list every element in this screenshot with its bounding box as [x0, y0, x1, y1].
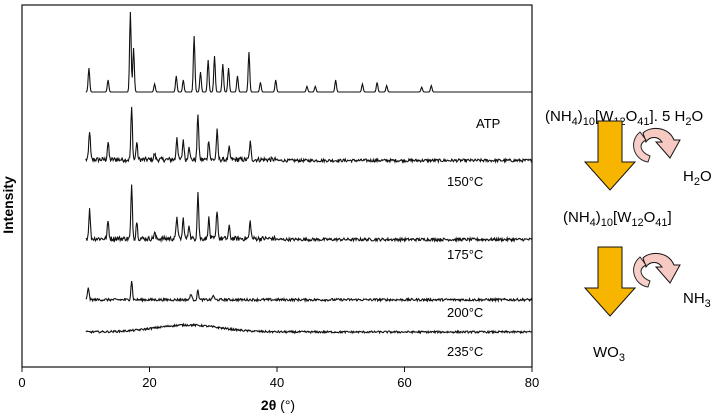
trace-label-5: 235°C — [447, 344, 483, 359]
x-tick-label: 0 — [18, 375, 25, 390]
curved-arrow-icon-2 — [642, 252, 681, 284]
xrd-trace-1 — [85, 11, 532, 93]
curved-arrow-tail — [633, 131, 651, 163]
down-arrow-icon — [583, 120, 637, 191]
x-axis-title: 2θ (°) — [261, 397, 295, 413]
ammonia-loss: NH3 — [683, 290, 711, 310]
x-tick-label: 80 — [525, 375, 539, 390]
xrd-trace-3 — [85, 184, 533, 244]
xrd-traces — [85, 11, 533, 335]
x-tick-label: 60 — [397, 375, 411, 390]
trace-label-1: ATP — [476, 116, 500, 131]
trace-label-4: 200°C — [447, 305, 483, 320]
x-tick-label: 40 — [270, 375, 284, 390]
xrd-trace-4 — [85, 281, 533, 303]
reaction-scheme: (NH4)10[W12O41]. 5 H2O H2O (NH4)10[W12O4… — [545, 108, 712, 364]
trace-label-2: 150°C — [447, 174, 483, 189]
y-axis-title: Intensity — [0, 176, 16, 234]
x-tick-label: 20 — [142, 375, 156, 390]
compound-hydrate: (NH4)10[W12O41]. 5 H2O — [545, 108, 703, 128]
compound-anhydrous: (NH4)10[W12O41] — [563, 209, 672, 229]
curved-arrow-icon — [642, 127, 681, 159]
tungsten-oxide: WO3 — [593, 344, 625, 364]
trace-labels: ATP 150°C 175°C 200°C 235°C — [447, 116, 500, 359]
trace-label-3: 175°C — [447, 247, 483, 262]
xrd-trace-2 — [85, 106, 533, 165]
xrd-trace-5 — [85, 322, 533, 335]
x-axis-ticks: 0 20 40 60 80 — [18, 367, 539, 390]
curved-arrow-tail-2 — [633, 256, 651, 288]
water-loss: H2O — [683, 168, 712, 188]
down-arrow-icon-2 — [583, 246, 637, 317]
